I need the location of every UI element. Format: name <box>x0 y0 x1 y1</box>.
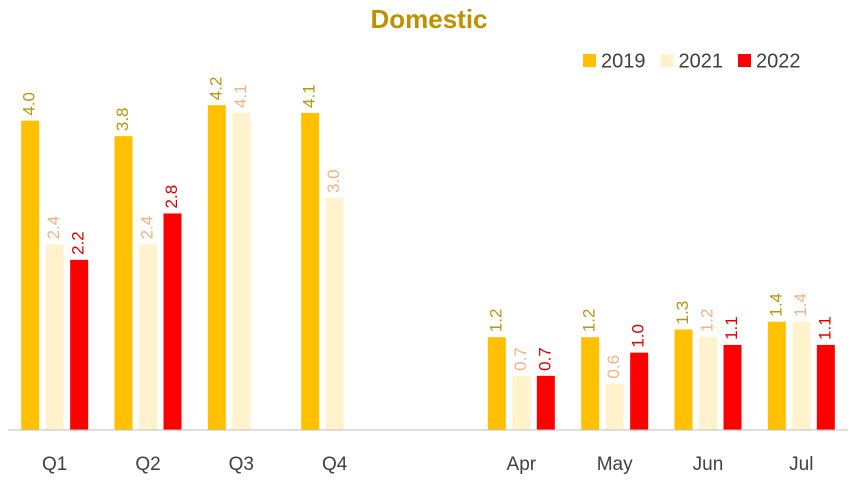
data-label: 3.8 <box>113 107 132 131</box>
legend-label: 2021 <box>679 50 724 72</box>
legend-swatch <box>738 54 751 67</box>
legend-swatch <box>583 54 596 67</box>
x-tick-label: Q4 <box>322 454 348 475</box>
bar <box>487 337 506 430</box>
chart-title: Domestic <box>370 4 487 34</box>
bar <box>139 244 157 430</box>
bar <box>581 337 600 430</box>
data-label: 1.0 <box>629 324 648 348</box>
data-label: 0.7 <box>511 347 530 371</box>
data-label: 2.4 <box>137 216 156 240</box>
bar <box>163 213 182 430</box>
x-tick-label: Q3 <box>229 454 254 475</box>
data-label: 1.4 <box>791 293 810 317</box>
data-label: 4.0 <box>20 92 39 116</box>
data-label: 1.4 <box>766 293 785 317</box>
bar <box>70 259 89 430</box>
bar <box>674 329 693 430</box>
bar <box>325 198 344 430</box>
legend-label: 2019 <box>601 50 646 72</box>
x-tick-label: Q1 <box>42 454 67 475</box>
data-label: 3.0 <box>324 169 343 193</box>
bar <box>114 136 133 430</box>
bar <box>301 112 320 430</box>
data-label: 4.2 <box>206 77 225 101</box>
bar <box>232 112 251 430</box>
bar <box>699 337 717 430</box>
bar <box>45 244 64 430</box>
bar <box>21 120 40 431</box>
data-label: 0.7 <box>535 347 554 371</box>
legend-label: 2022 <box>756 50 801 72</box>
data-label: 1.3 <box>673 301 692 325</box>
bar <box>723 344 742 430</box>
data-label: 2.2 <box>69 231 88 255</box>
bar <box>512 375 531 430</box>
x-tick-label: Q2 <box>135 454 160 475</box>
bar <box>207 105 226 430</box>
bar <box>630 352 649 430</box>
data-label: 4.1 <box>300 84 319 108</box>
data-label: 1.2 <box>580 309 599 333</box>
x-tick-label: Jun <box>693 454 724 475</box>
data-label: 1.2 <box>486 309 505 333</box>
bar <box>792 321 811 430</box>
data-label: 1.1 <box>722 316 741 340</box>
data-label: 1.2 <box>697 309 716 333</box>
data-label: 2.4 <box>44 216 63 240</box>
data-label: 4.1 <box>231 84 250 108</box>
x-tick-label: Jul <box>789 454 813 475</box>
bar <box>536 375 555 430</box>
bar <box>605 383 624 430</box>
data-label: 2.8 <box>162 185 181 209</box>
bar <box>767 321 786 430</box>
x-tick-label: May <box>597 454 633 475</box>
legend-swatch <box>660 54 674 67</box>
data-label: 1.1 <box>815 316 834 340</box>
x-tick-label: Apr <box>507 454 537 475</box>
data-label: 0.6 <box>604 355 623 379</box>
bar <box>816 344 835 430</box>
